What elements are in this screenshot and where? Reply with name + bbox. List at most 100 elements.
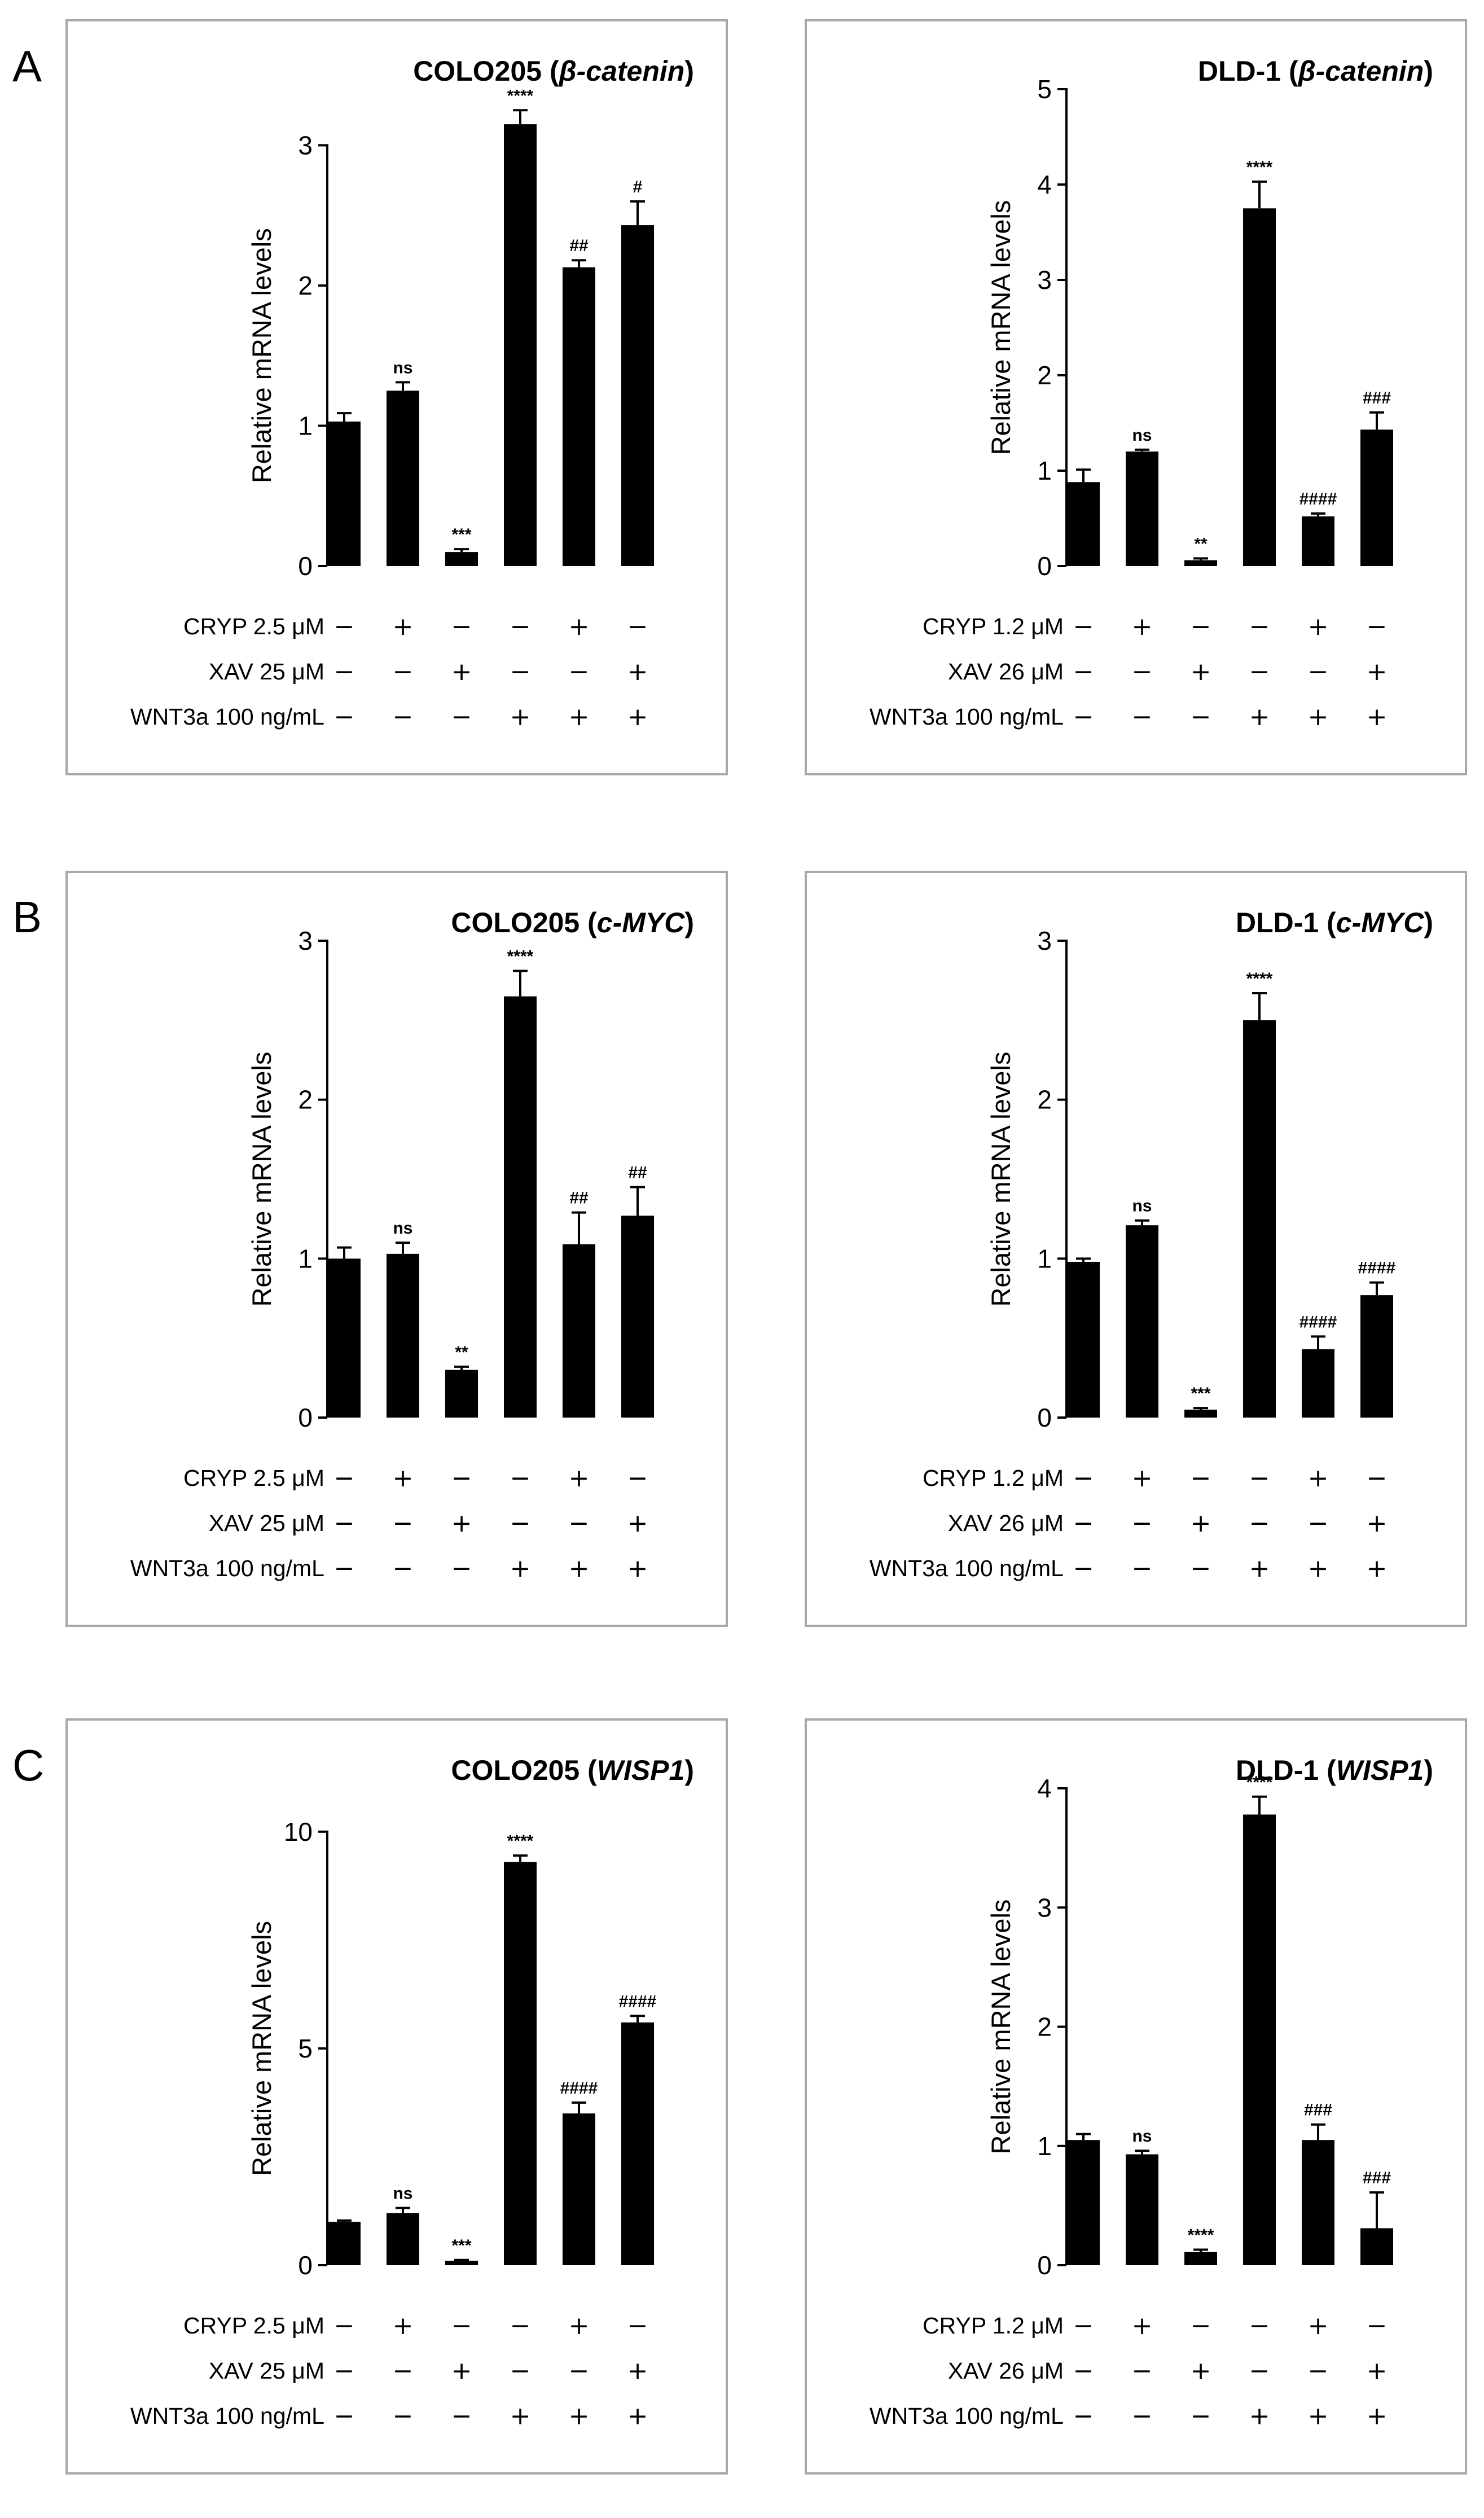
treatment-minus: − — [1191, 2402, 1211, 2431]
treatment-minus: − — [1132, 2357, 1153, 2385]
significance-label: ns — [393, 358, 412, 377]
treatment-label: WNT3a 100 ng/mL — [870, 704, 1064, 730]
treatment-minus: − — [1132, 657, 1153, 686]
significance-label: ### — [1363, 389, 1391, 407]
bar — [1302, 516, 1334, 566]
bar — [1243, 208, 1276, 566]
y-tick-label: 0 — [1037, 2251, 1052, 2280]
chart-title-gene: β-catenin — [1297, 55, 1424, 87]
treatment-minus: − — [393, 2357, 414, 2385]
y-tick-label: 2 — [1037, 361, 1052, 390]
significance-label: ns — [1132, 1197, 1152, 1216]
bar — [1126, 1225, 1158, 1418]
bar — [621, 1216, 654, 1418]
bar — [1184, 560, 1217, 566]
y-tick-label: 2 — [298, 1085, 313, 1115]
bar — [445, 1370, 478, 1418]
treatment-label: CRYP 1.2 μM — [923, 1465, 1064, 1491]
panel-letter-b: B — [12, 892, 42, 942]
treatment-plus: + — [451, 2357, 472, 2385]
treatment-minus: − — [510, 1509, 531, 1538]
chart-title-prefix: COLO205 ( — [451, 907, 597, 938]
significance-label: ns — [1132, 2127, 1152, 2146]
treatment-minus: − — [1073, 2311, 1094, 2340]
treatment-plus: + — [627, 703, 648, 731]
treatment-minus: − — [1249, 612, 1270, 641]
significance-label: #### — [1299, 490, 1337, 508]
treatment-minus: − — [1132, 1554, 1153, 1583]
chart-colo205-c-myc: COLO205 (c-MYC) 0 1 2 3 Relative mRNA levels n… — [130, 907, 694, 1583]
bar — [1067, 2140, 1100, 2265]
treatment-plus: + — [1132, 612, 1153, 641]
y-tick-label: 1 — [1037, 1244, 1052, 1273]
significance-label: **** — [1246, 1773, 1273, 1792]
treatment-minus: − — [1308, 2357, 1329, 2385]
chart-dld1-beta-catenin: DLD-1 (β-catenin) 0 1 2 3 4 5 Relative mRNA lev… — [870, 55, 1433, 731]
significance-label: **** — [507, 86, 534, 105]
treatment-plus: + — [1367, 657, 1388, 686]
y-tick-label: 1 — [298, 1244, 313, 1273]
treatment-minus: − — [1191, 1554, 1211, 1583]
significance-label: ## — [628, 1164, 647, 1182]
treatment-minus: − — [1073, 612, 1094, 641]
significance-label: ## — [569, 1189, 589, 1208]
panel-letter-a: A — [12, 41, 42, 91]
treatment-minus: − — [334, 1464, 355, 1493]
treatment-plus: + — [393, 2311, 414, 2340]
bar — [1360, 2228, 1393, 2265]
treatment-plus: + — [569, 2402, 590, 2431]
treatment-minus: − — [1249, 2311, 1270, 2340]
treatment-plus: + — [393, 1464, 414, 1493]
treatment-minus: − — [451, 612, 472, 641]
bar — [1360, 1295, 1393, 1418]
treatment-plus: + — [510, 703, 531, 731]
bar — [1302, 1349, 1334, 1418]
treatment-minus: − — [1367, 2311, 1388, 2340]
y-tick-label: 5 — [1037, 74, 1052, 104]
treatment-minus: − — [1073, 1509, 1094, 1538]
y-axis-label: Relative mRNA levels — [986, 1052, 1016, 1307]
chart-title-prefix: COLO205 ( — [451, 1754, 597, 1786]
chart-title: DLD-1 (β-catenin) — [1198, 55, 1433, 87]
bar — [445, 2261, 478, 2265]
y-tick-label: 4 — [1037, 170, 1052, 199]
significance-label: *** — [1191, 1384, 1210, 1403]
treatment-minus: − — [451, 1554, 472, 1583]
treatment-plus: + — [627, 2357, 648, 2385]
treatment-minus: − — [1308, 657, 1329, 686]
treatment-minus: − — [334, 1554, 355, 1583]
treatment-label: WNT3a 100 ng/mL — [870, 1555, 1064, 1581]
bar — [387, 2213, 419, 2265]
treatment-minus: − — [1249, 1464, 1270, 1493]
y-tick-label: 1 — [1037, 456, 1052, 485]
bar — [1184, 2252, 1217, 2265]
significance-label: ** — [1194, 534, 1208, 553]
treatment-minus: − — [334, 612, 355, 641]
bar — [1184, 1409, 1217, 1418]
y-tick-label: 10 — [284, 1817, 313, 1846]
treatment-plus: + — [451, 657, 472, 686]
treatment-label: CRYP 2.5 μM — [183, 613, 324, 639]
bar — [504, 1862, 537, 2265]
significance-label: **** — [507, 1832, 534, 1850]
bar — [1243, 1020, 1276, 1418]
treatment-minus: − — [451, 1464, 472, 1493]
significance-label: ns — [393, 2184, 412, 2203]
treatment-plus: + — [1367, 2402, 1388, 2431]
treatment-plus: + — [1132, 1464, 1153, 1493]
treatment-minus: − — [1132, 1509, 1153, 1538]
y-tick-label: 2 — [1037, 2012, 1052, 2042]
panel-letter-c: C — [12, 1740, 45, 1790]
treatment-minus: − — [393, 1509, 414, 1538]
y-tick-label: 3 — [1037, 926, 1052, 955]
significance-label: **** — [1246, 158, 1273, 177]
chart-panel-dld1-wisp1: DLD-1 (WISP1) 0 1 2 3 4 Relative mRNA levels ns… — [805, 1718, 1467, 2475]
treatment-minus: − — [334, 2311, 355, 2340]
bar — [563, 267, 595, 567]
bar — [328, 2222, 361, 2265]
treatment-minus: − — [510, 612, 531, 641]
treatment-minus: − — [627, 1464, 648, 1493]
treatment-label: XAV 25 μM — [209, 659, 324, 685]
treatment-minus: − — [569, 1509, 590, 1538]
chart-title-suffix: ) — [684, 907, 694, 938]
